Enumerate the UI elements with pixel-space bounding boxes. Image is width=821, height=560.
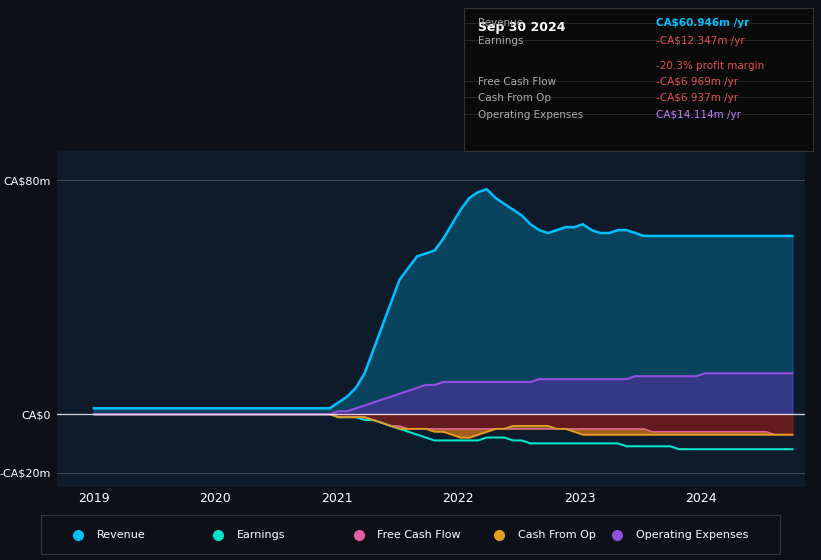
Text: CA$60.946m /yr: CA$60.946m /yr: [656, 18, 749, 29]
Text: Revenue: Revenue: [478, 18, 523, 29]
Text: -20.3% profit margin: -20.3% profit margin: [656, 61, 764, 71]
Text: CA$14.114m /yr: CA$14.114m /yr: [656, 110, 741, 120]
Text: Earnings: Earnings: [237, 530, 286, 540]
Text: Earnings: Earnings: [478, 35, 523, 45]
Text: -CA$6.969m /yr: -CA$6.969m /yr: [656, 77, 738, 87]
Text: Cash From Op: Cash From Op: [518, 530, 595, 540]
Text: Operating Expenses: Operating Expenses: [478, 110, 583, 120]
Text: -CA$6.937m /yr: -CA$6.937m /yr: [656, 92, 738, 102]
Text: Cash From Op: Cash From Op: [478, 92, 551, 102]
Text: -CA$12.347m /yr: -CA$12.347m /yr: [656, 35, 745, 45]
Text: Free Cash Flow: Free Cash Flow: [378, 530, 461, 540]
Text: Free Cash Flow: Free Cash Flow: [478, 77, 556, 87]
Text: Operating Expenses: Operating Expenses: [636, 530, 748, 540]
Text: Revenue: Revenue: [97, 530, 145, 540]
Text: Sep 30 2024: Sep 30 2024: [478, 21, 566, 34]
